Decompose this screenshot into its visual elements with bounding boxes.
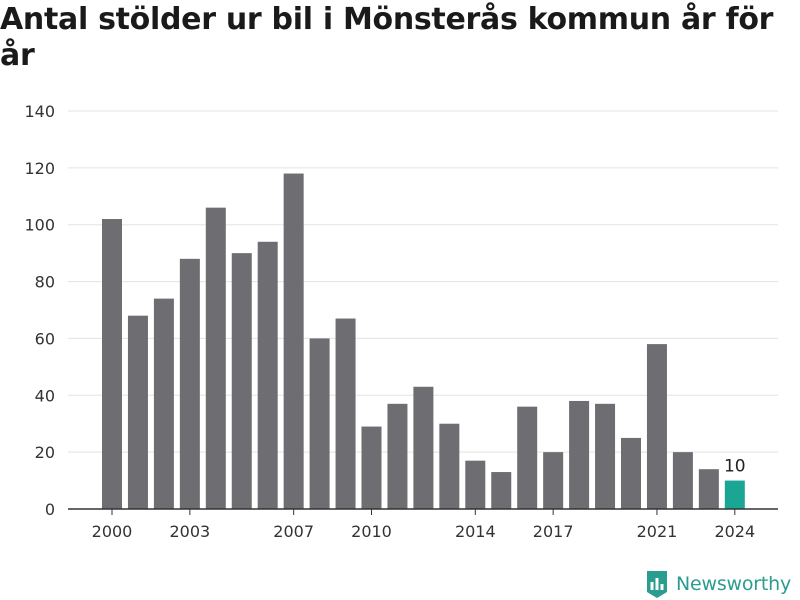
bar-2002 bbox=[153, 298, 174, 509]
bar-2018 bbox=[569, 400, 590, 509]
bar-chart-logo-icon bbox=[647, 571, 667, 598]
x-tick-label: 2021 bbox=[637, 522, 678, 541]
bar-2022 bbox=[672, 452, 693, 509]
y-tick-label: 20 bbox=[35, 443, 55, 462]
data-labels: 10 bbox=[724, 457, 746, 477]
y-tick-label: 80 bbox=[35, 273, 55, 292]
newsworthy-brand: Newsworthy bbox=[645, 569, 791, 599]
y-tick-label: 140 bbox=[24, 102, 55, 121]
bar-2012 bbox=[413, 386, 434, 509]
bar-2001 bbox=[127, 315, 148, 509]
x-tick-label: 2014 bbox=[455, 522, 496, 541]
bar-2009 bbox=[335, 318, 356, 509]
x-tick-label: 2017 bbox=[533, 522, 574, 541]
bar-2007 bbox=[283, 173, 304, 510]
bar-2024 bbox=[724, 480, 745, 509]
bar-2000 bbox=[102, 219, 122, 509]
bar-2004 bbox=[205, 207, 226, 509]
bar-2013 bbox=[439, 423, 460, 509]
data-label-2024: 10 bbox=[724, 457, 746, 477]
bar-2006 bbox=[257, 241, 278, 509]
y-tick-label: 0 bbox=[45, 500, 55, 519]
y-tick-label: 40 bbox=[35, 386, 55, 405]
chart-title: Antal stölder ur bil i Mönsterås kommun … bbox=[0, 2, 774, 73]
bar-2017 bbox=[543, 452, 564, 509]
bars bbox=[68, 173, 778, 510]
bar-2019 bbox=[595, 403, 616, 509]
x-axis-ticks: 2000 2003 2007 2010 2014 2017 2021 2024 bbox=[92, 509, 755, 541]
brand-name: Newsworthy bbox=[676, 573, 792, 595]
bar-2016 bbox=[517, 406, 538, 509]
x-tick-label: 2024 bbox=[714, 522, 755, 541]
bar-2021 bbox=[646, 344, 667, 509]
bar-2011 bbox=[387, 403, 408, 509]
x-tick-label: 2010 bbox=[351, 522, 392, 541]
bar-2020 bbox=[621, 437, 641, 509]
x-tick-label: 2007 bbox=[273, 522, 314, 541]
bar-2003 bbox=[179, 258, 200, 509]
bar-2023 bbox=[698, 469, 719, 509]
bar-2014 bbox=[465, 460, 486, 509]
bar-2005 bbox=[231, 253, 252, 509]
y-tick-label: 60 bbox=[35, 329, 55, 348]
bar-2010 bbox=[361, 426, 382, 509]
x-tick-label: 2000 bbox=[92, 522, 133, 541]
y-tick-label: 100 bbox=[24, 216, 55, 235]
x-tick-label: 2003 bbox=[169, 522, 210, 541]
y-axis-ticks: 0 20 40 60 80 100 120 140 bbox=[24, 102, 55, 519]
bar-2008 bbox=[309, 338, 330, 509]
y-tick-label: 120 bbox=[24, 159, 55, 178]
bar-2015 bbox=[491, 472, 512, 509]
